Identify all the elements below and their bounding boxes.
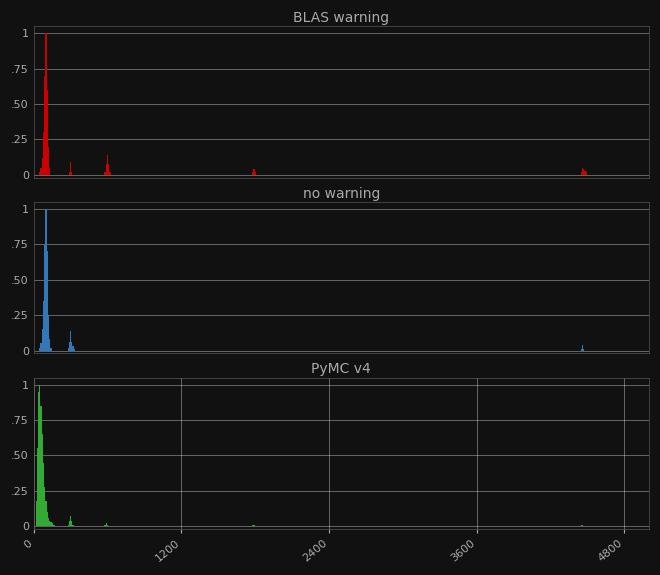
Bar: [43, 462, 44, 526]
Bar: [73, 525, 74, 526]
Bar: [70, 331, 71, 351]
Bar: [44, 486, 46, 526]
Bar: [71, 172, 73, 175]
Bar: [71, 520, 73, 526]
Bar: [106, 163, 107, 175]
Bar: [39, 172, 40, 175]
Bar: [50, 522, 51, 526]
Bar: [43, 132, 44, 175]
Bar: [42, 329, 43, 351]
Bar: [108, 163, 110, 175]
Bar: [71, 342, 73, 351]
Bar: [46, 209, 47, 351]
Bar: [74, 349, 75, 351]
Bar: [43, 301, 44, 351]
Bar: [253, 525, 255, 526]
Bar: [40, 168, 42, 175]
Bar: [67, 348, 69, 351]
Bar: [583, 349, 584, 351]
Bar: [69, 520, 70, 526]
Bar: [42, 434, 43, 526]
Bar: [582, 525, 583, 526]
Bar: [585, 172, 587, 175]
Bar: [582, 168, 583, 175]
Bar: [581, 525, 582, 526]
Bar: [253, 169, 255, 175]
Bar: [48, 518, 49, 526]
Bar: [39, 348, 40, 351]
Bar: [49, 339, 50, 351]
Bar: [584, 171, 585, 175]
Bar: [47, 90, 48, 175]
Bar: [110, 172, 111, 175]
Bar: [581, 349, 582, 351]
Bar: [53, 525, 54, 526]
Bar: [48, 315, 49, 351]
Bar: [54, 525, 55, 526]
Bar: [255, 172, 256, 175]
Bar: [581, 172, 582, 175]
Title: no warning: no warning: [303, 187, 380, 201]
Bar: [44, 244, 46, 351]
Bar: [583, 169, 584, 175]
Bar: [73, 346, 74, 351]
Bar: [582, 345, 583, 351]
Bar: [39, 385, 40, 526]
Bar: [37, 448, 38, 526]
Bar: [46, 501, 47, 526]
Bar: [49, 168, 50, 175]
Bar: [46, 33, 47, 175]
Bar: [36, 501, 37, 526]
Bar: [69, 342, 70, 351]
Bar: [38, 392, 39, 526]
Bar: [104, 525, 106, 526]
Bar: [70, 162, 71, 175]
Bar: [107, 525, 108, 526]
Bar: [51, 523, 53, 526]
Bar: [48, 147, 49, 175]
Bar: [104, 172, 106, 175]
Bar: [252, 525, 253, 526]
Bar: [42, 158, 43, 175]
Bar: [50, 348, 51, 351]
Bar: [252, 172, 253, 175]
Bar: [107, 155, 108, 175]
Bar: [40, 343, 42, 351]
Bar: [47, 251, 48, 351]
Bar: [49, 520, 50, 526]
Bar: [40, 406, 42, 526]
Bar: [70, 516, 71, 526]
Bar: [47, 512, 48, 526]
Bar: [44, 76, 46, 175]
Bar: [69, 172, 70, 175]
Title: BLAS warning: BLAS warning: [293, 11, 389, 25]
Bar: [106, 523, 107, 526]
Bar: [67, 525, 69, 526]
Title: PyMC v4: PyMC v4: [312, 362, 371, 377]
